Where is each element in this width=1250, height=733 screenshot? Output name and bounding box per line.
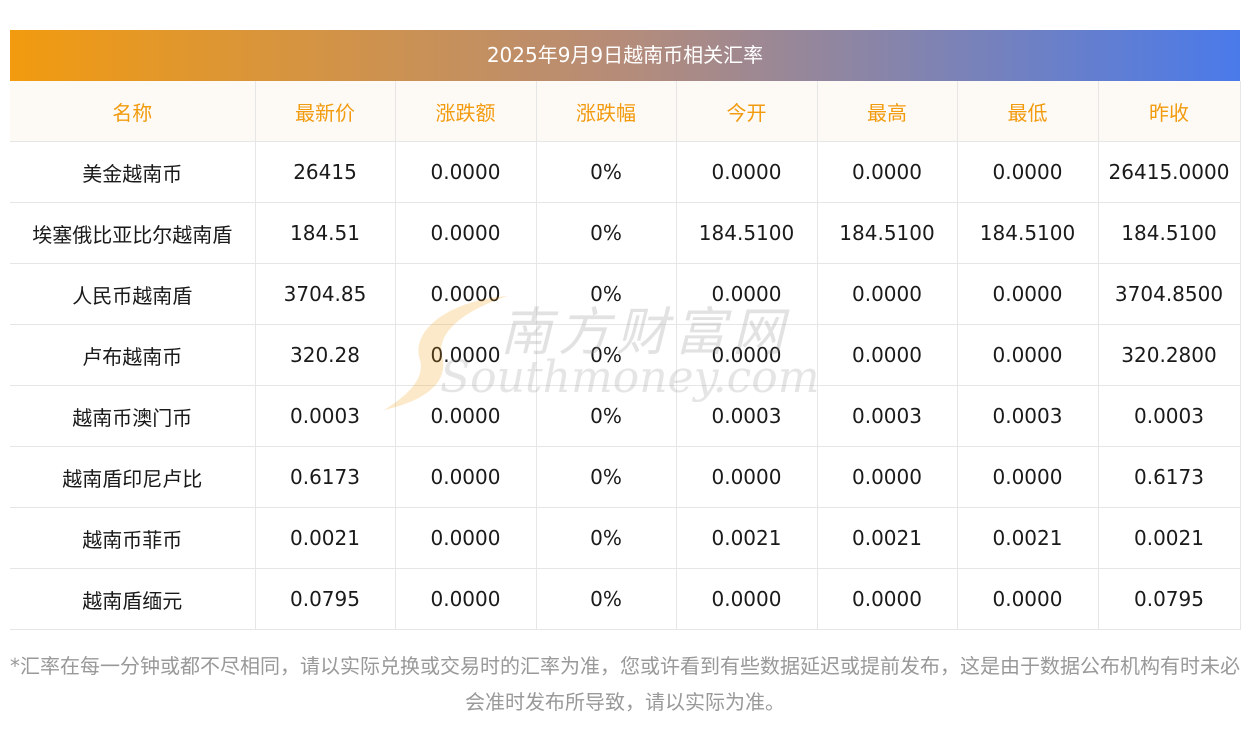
cell-change-amount: 0.0000 [395, 263, 537, 325]
cell-change-percent: 0% [536, 202, 677, 264]
cell-high: 0.0000 [817, 446, 958, 508]
cell-change-percent: 0% [536, 324, 677, 386]
cell-latest-price: 26415 [255, 141, 396, 203]
cell-open: 0.0000 [676, 324, 818, 386]
cell-open: 0.0000 [676, 141, 818, 203]
cell-prev-close: 26415.0000 [1098, 141, 1241, 203]
cell-prev-close: 0.6173 [1098, 446, 1241, 508]
cell-high: 0.0000 [817, 263, 958, 325]
cell-low: 0.0000 [957, 446, 1099, 508]
cell-name: 越南盾印尼卢比 [10, 446, 256, 508]
cell-open: 0.0003 [676, 385, 818, 447]
cell-name: 越南币菲币 [10, 507, 256, 569]
header-high: 最高 [817, 81, 958, 142]
cell-name: 美金越南币 [10, 141, 256, 203]
table-row: 越南盾印尼卢比 0.6173 0.0000 0% 0.0000 0.0000 0.0000 0… [10, 446, 1241, 508]
cell-change-percent: 0% [536, 507, 677, 569]
cell-change-percent: 0% [536, 446, 677, 508]
disclaimer-note: *汇率在每一分钟或都不尽相同，请以实际兑换或交易时的汇率为准，您或许看到有些数据… [10, 654, 1240, 714]
cell-change-amount: 0.0000 [395, 324, 537, 386]
cell-change-amount: 0.0000 [395, 385, 537, 447]
table-row: 埃塞俄比亚比尔越南盾 184.51 0.0000 0% 184.5100 184.5100… [10, 202, 1241, 264]
cell-prev-close: 3704.8500 [1098, 263, 1241, 325]
cell-change-amount: 0.0000 [395, 507, 537, 569]
header-open: 今开 [676, 81, 818, 142]
cell-change-amount: 0.0000 [395, 202, 537, 264]
table-row: 卢布越南币 320.28 0.0000 0% 0.0000 0.0000 0.0000 320… [10, 324, 1241, 386]
cell-low: 0.0003 [957, 385, 1099, 447]
table-row: 越南币菲币 0.0021 0.0000 0% 0.0021 0.0021 0.0021 0.0… [10, 507, 1241, 569]
cell-change-amount: 0.0000 [395, 141, 537, 203]
cell-change-percent: 0% [536, 263, 677, 325]
rate-table-container: 2025年9月9日越南币相关汇率 名称 最新价 涨跌额 涨跌幅 今开 最高 最低… [10, 30, 1241, 630]
cell-low: 0.0000 [957, 568, 1099, 630]
cell-prev-close: 320.2800 [1098, 324, 1241, 386]
cell-open: 0.0000 [676, 263, 818, 325]
cell-high: 0.0021 [817, 507, 958, 569]
cell-latest-price: 0.0021 [255, 507, 396, 569]
table-row: 越南币澳门币 0.0003 0.0000 0% 0.0003 0.0003 0.0003 0.… [10, 385, 1241, 447]
cell-latest-price: 0.6173 [255, 446, 396, 508]
cell-low: 184.5100 [957, 202, 1099, 264]
cell-low: 0.0000 [957, 141, 1099, 203]
cell-name: 越南币澳门币 [10, 385, 256, 447]
cell-name: 越南盾缅元 [10, 568, 256, 630]
cell-change-percent: 0% [536, 568, 677, 630]
cell-low: 0.0021 [957, 507, 1099, 569]
header-name: 名称 [10, 81, 256, 142]
cell-prev-close: 0.0003 [1098, 385, 1241, 447]
cell-name: 卢布越南币 [10, 324, 256, 386]
cell-latest-price: 184.51 [255, 202, 396, 264]
header-latest-price: 最新价 [255, 81, 396, 142]
table-title: 2025年9月9日越南币相关汇率 [10, 30, 1240, 81]
cell-latest-price: 320.28 [255, 324, 396, 386]
header-prev-close: 昨收 [1098, 81, 1241, 142]
header-row: 名称 最新价 涨跌额 涨跌幅 今开 最高 最低 昨收 [10, 81, 1241, 142]
cell-latest-price: 0.0003 [255, 385, 396, 447]
table-row: 美金越南币 26415 0.0000 0% 0.0000 0.0000 0.0000 2641… [10, 141, 1241, 203]
cell-name: 埃塞俄比亚比尔越南盾 [10, 202, 256, 264]
cell-open: 0.0000 [676, 568, 818, 630]
cell-low: 0.0000 [957, 263, 1099, 325]
cell-prev-close: 0.0021 [1098, 507, 1241, 569]
cell-change-amount: 0.0000 [395, 446, 537, 508]
cell-high: 0.0000 [817, 141, 958, 203]
cell-change-percent: 0% [536, 385, 677, 447]
header-change-amount: 涨跌额 [395, 81, 537, 142]
cell-open: 0.0021 [676, 507, 818, 569]
cell-open: 184.5100 [676, 202, 818, 264]
rate-table: 名称 最新价 涨跌额 涨跌幅 今开 最高 最低 昨收 美金越南币 26415 0.0… [10, 81, 1241, 630]
cell-high: 0.0000 [817, 324, 958, 386]
header-change-percent: 涨跌幅 [536, 81, 677, 142]
cell-high: 0.0000 [817, 568, 958, 630]
cell-high: 184.5100 [817, 202, 958, 264]
cell-open: 0.0000 [676, 446, 818, 508]
cell-low: 0.0000 [957, 324, 1099, 386]
cell-change-amount: 0.0000 [395, 568, 537, 630]
cell-prev-close: 184.5100 [1098, 202, 1241, 264]
table-row: 人民币越南盾 3704.85 0.0000 0% 0.0000 0.0000 0.0000 3… [10, 263, 1241, 325]
cell-latest-price: 3704.85 [255, 263, 396, 325]
cell-name: 人民币越南盾 [10, 263, 256, 325]
header-low: 最低 [957, 81, 1099, 142]
table-row: 越南盾缅元 0.0795 0.0000 0% 0.0000 0.0000 0.0000 0.0… [10, 568, 1241, 630]
cell-high: 0.0003 [817, 385, 958, 447]
cell-latest-price: 0.0795 [255, 568, 396, 630]
cell-prev-close: 0.0795 [1098, 568, 1241, 630]
cell-change-percent: 0% [536, 141, 677, 203]
